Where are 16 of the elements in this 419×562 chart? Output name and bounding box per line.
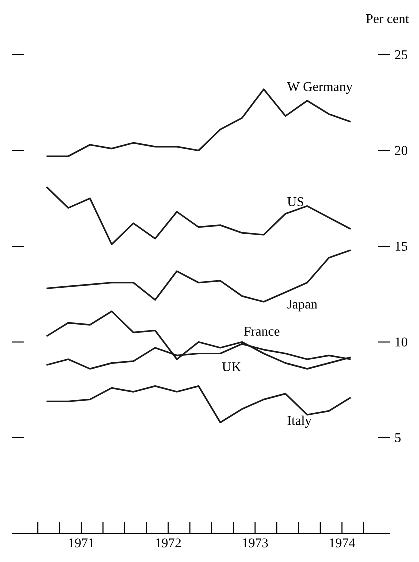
series-label: UK [222, 362, 242, 372]
series-label: France [244, 327, 280, 336]
y-tick-label: 20 [395, 146, 408, 156]
x-tick-label: 1972 [156, 538, 182, 548]
x-tick-label: 1973 [243, 538, 268, 548]
y-tick-label: 5 [395, 434, 401, 442]
series-label: Japan [288, 300, 318, 312]
y-axis-title: Per cent [366, 14, 410, 24]
x-tick-label: 1974 [330, 538, 356, 548]
series-label: Italy [288, 416, 312, 428]
series-label: US [288, 197, 304, 206]
y-tick-label: 15 [396, 242, 408, 251]
x-tick-label: 1971 [69, 538, 94, 548]
y-tick-label: 10 [396, 338, 408, 347]
series-label: W Germany [287, 82, 353, 94]
y-tick-label: 25 [395, 50, 408, 60]
